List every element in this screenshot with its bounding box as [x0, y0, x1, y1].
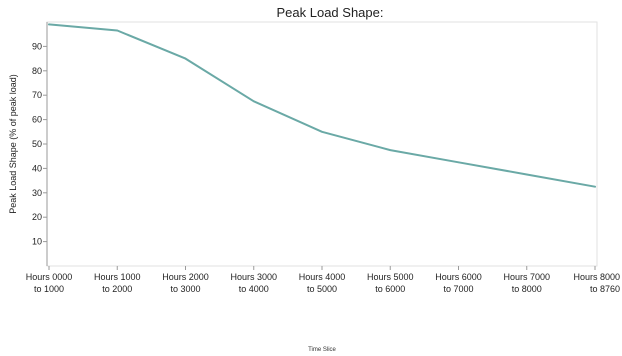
plot-area — [46, 21, 598, 267]
y-tick-label: 30 — [32, 188, 42, 198]
y-tick-label: 20 — [32, 212, 42, 222]
y-tick-label: 90 — [32, 41, 42, 51]
x-tick-label: Hours 8000 to 8760 — [573, 272, 620, 294]
y-tick-label: 60 — [32, 115, 42, 125]
x-tick-label: Hours 0000 to 1000 — [26, 272, 73, 294]
data-points — [48, 23, 596, 188]
data-point — [116, 29, 119, 32]
x-tick-label: Hours 7000 to 8000 — [503, 272, 550, 294]
x-tick-label: Hours 1000 to 2000 — [94, 272, 141, 294]
y-axis-label: Peak Load Shape (% of peak load) — [8, 74, 18, 214]
x-tick-label: Hours 5000 to 6000 — [367, 272, 414, 294]
data-point — [252, 100, 255, 103]
x-tick-label: Hours 3000 to 4000 — [230, 272, 277, 294]
data-point — [457, 161, 460, 164]
y-tick-label: 80 — [32, 66, 42, 76]
y-tick-label: 70 — [32, 90, 42, 100]
y-tick-label: 10 — [32, 237, 42, 247]
data-point — [594, 185, 596, 188]
x-axis-ticks: Hours 0000 to 1000 Hours 1000 to 2000 Hours … — [26, 266, 620, 294]
data-point — [184, 57, 187, 60]
data-point — [48, 23, 50, 26]
data-point — [321, 131, 323, 133]
x-axis-label: Time Slice — [308, 347, 336, 353]
y-tick-label: 40 — [32, 163, 42, 173]
series-line — [48, 23, 596, 188]
x-tick-label: Hours 4000 to 5000 — [299, 272, 346, 294]
x-tick-label: Hours 2000 to 3000 — [162, 272, 209, 294]
data-point — [389, 149, 392, 151]
chart-title: Peak Load Shape: — [277, 5, 384, 20]
y-tick-label: 50 — [32, 139, 42, 149]
y-axis-ticks: 10 20 30 40 50 60 70 80 90 — [32, 41, 47, 247]
x-tick-label: Hours 6000 to 7000 — [435, 272, 482, 294]
data-point — [525, 173, 528, 176]
